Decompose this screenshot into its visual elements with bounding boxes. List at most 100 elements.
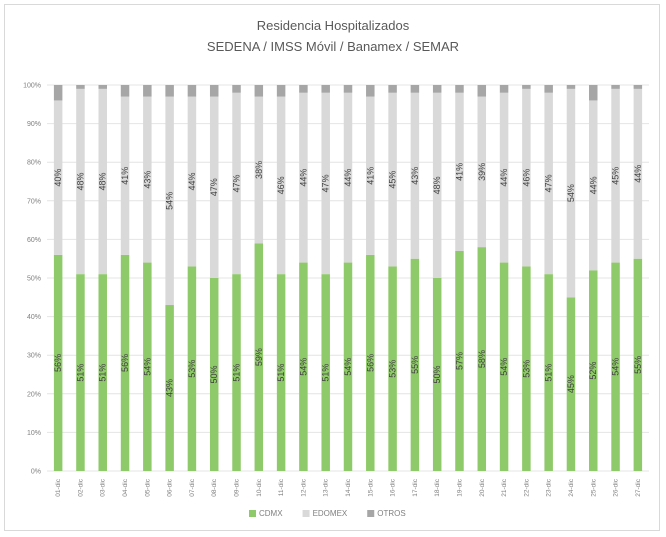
data-label-cdmx: 56% [120, 354, 130, 372]
bar-segment-cdmx [410, 258, 420, 471]
data-label-edomex: 44% [588, 176, 598, 194]
y-tick-label: 50% [27, 276, 41, 283]
bar-segment-edomex [165, 96, 174, 306]
bar-segment-cdmx [321, 274, 330, 471]
bar-segment-edomex [499, 92, 509, 263]
data-label-edomex: 48% [75, 172, 85, 190]
bar-segment-cdmx [432, 278, 442, 471]
x-tick-label: 22-dic [523, 478, 530, 496]
legend-label: CDMX [259, 509, 283, 518]
x-tick-label: 07-dic [189, 478, 196, 496]
y-tick-label: 10% [27, 430, 41, 437]
data-label-cdmx: 51% [75, 364, 85, 382]
x-tick-label: 12-dic [300, 478, 307, 496]
data-label-cdmx: 55% [633, 356, 643, 374]
bar-segment-otros [589, 85, 598, 101]
bar-segment-edomex [299, 92, 308, 263]
data-label-cdmx: 54% [611, 358, 621, 376]
bar-segment-edomex [388, 92, 397, 267]
data-label-edomex: 38% [254, 161, 264, 179]
legend-label: OTROS [377, 509, 405, 518]
bar-segment-edomex [566, 88, 576, 298]
data-label-edomex: 46% [276, 176, 286, 194]
y-tick-label: 20% [27, 391, 41, 398]
bar-segment-otros [633, 85, 643, 89]
data-label-cdmx: 51% [276, 364, 286, 382]
x-tick-label: 23-dic [546, 478, 553, 496]
legend: CDMX EDOMEX OTROS [249, 509, 406, 518]
data-label-edomex: 47% [544, 174, 554, 192]
bar-segment-edomex [589, 100, 598, 271]
bars: 56% 40% 51% 48% 51% 48% 56% 41% 54% 43% 43% 54% 53% 4… [53, 85, 643, 471]
bar-segment-cdmx [522, 266, 531, 471]
bar-segment-edomex [53, 100, 63, 255]
data-label-edomex: 40% [53, 169, 63, 187]
x-tick-label: 15-dic [367, 478, 374, 496]
data-label-edomex: 47% [232, 174, 242, 192]
bar-segment-otros [321, 85, 330, 93]
bar-segment-cdmx [98, 274, 107, 471]
bar-segment-otros [165, 85, 174, 97]
data-label-cdmx: 53% [187, 360, 197, 378]
data-label-edomex: 48% [432, 176, 442, 194]
data-label-edomex: 47% [321, 174, 331, 192]
bar-segment-edomex [321, 92, 330, 275]
bar-segment-otros [299, 85, 308, 93]
y-tick-label: 90% [27, 121, 41, 128]
x-tick-label: 09-dic [234, 478, 241, 496]
x-tick-label: 27-dic [635, 478, 642, 496]
data-label-edomex: 54% [165, 192, 175, 210]
bar-segment-otros [366, 85, 375, 97]
bar-segment-otros [499, 85, 509, 93]
bar-segment-cdmx [388, 266, 397, 471]
data-label-edomex: 44% [499, 169, 509, 187]
data-label-cdmx: 58% [477, 350, 487, 368]
bar-segment-otros [232, 85, 241, 93]
x-tick-label: 25-dic [590, 478, 597, 496]
x-tick-label: 08-dic [211, 478, 218, 496]
bar-segment-edomex [343, 92, 353, 263]
bar-segment-edomex [187, 96, 197, 267]
data-label-cdmx: 51% [98, 364, 108, 382]
y-tick-label: 100% [23, 83, 41, 90]
bar-segment-cdmx [232, 274, 241, 471]
bar-segment-edomex [276, 96, 286, 275]
x-tick-label: 20-dic [479, 478, 486, 496]
bar-segment-otros [343, 85, 353, 93]
x-tick-label: 02-dic [77, 478, 84, 496]
bar-segment-otros [53, 85, 63, 101]
data-label-cdmx: 52% [588, 362, 598, 380]
x-tick-label: 26-dic [613, 478, 620, 496]
y-axis: 0% 10% 20% 30% 40% 50% 60% 70% 80% 90% 100% [23, 83, 41, 476]
bar-segment-otros [432, 85, 442, 93]
bar-segment-edomex [366, 96, 375, 255]
x-tick-label: 06-dic [167, 478, 174, 496]
data-label-edomex: 44% [633, 165, 643, 183]
x-tick-label: 14-dic [345, 478, 352, 496]
x-tick-label: 17-dic [412, 478, 419, 496]
data-label-edomex: 39% [477, 163, 487, 181]
data-label-edomex: 54% [566, 184, 576, 202]
data-label-edomex: 47% [209, 178, 219, 196]
data-label-edomex: 45% [388, 171, 398, 189]
bar-segment-otros [98, 85, 107, 89]
x-tick-label: 04-dic [122, 478, 129, 496]
bar-segment-cdmx [633, 258, 643, 471]
bar-segment-otros [254, 85, 264, 97]
bar-segment-edomex [254, 96, 264, 244]
bar-segment-edomex [209, 96, 219, 278]
x-tick-label: 16-dic [390, 478, 397, 496]
data-label-cdmx: 55% [410, 356, 420, 374]
chart-canvas: Residencia Hospitalizados SEDENA / IMSS … [23, 18, 649, 518]
bar-segment-otros [120, 85, 130, 97]
chart-subtitle: SEDENA / IMSS Móvil / Banamex / SEMAR [207, 39, 459, 54]
data-label-cdmx: 51% [544, 364, 554, 382]
bar-segment-edomex [98, 88, 107, 275]
x-tick-label: 18-dic [434, 478, 441, 496]
bar-segment-otros [143, 85, 152, 97]
bar-segment-cdmx [455, 250, 464, 471]
chart-title: Residencia Hospitalizados [257, 18, 410, 33]
data-label-edomex: 46% [521, 169, 531, 187]
bar-segment-otros [566, 85, 576, 89]
data-label-edomex: 48% [98, 172, 108, 190]
